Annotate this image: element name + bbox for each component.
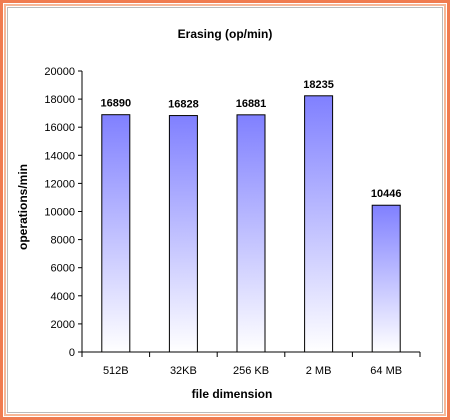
- x-tick-label: 64 MB: [370, 365, 402, 377]
- y-tick-label: 10000: [44, 207, 75, 219]
- x-axis-title: file dimension: [192, 387, 273, 401]
- x-tick-label: 512B: [103, 365, 129, 377]
- data-label: 18235: [303, 79, 334, 91]
- y-tick-label: 16000: [44, 122, 75, 134]
- x-tick-label: 2 MB: [306, 365, 332, 377]
- y-tick-label: 18000: [44, 94, 75, 106]
- y-tick-label: 4000: [51, 291, 75, 303]
- data-label: 16881: [236, 98, 267, 110]
- data-label: 16890: [101, 98, 132, 110]
- plot-area: 0 2000 4000 6000 8000 10000 12000 14000 16000 180…: [44, 66, 421, 377]
- y-tick-label: 14000: [44, 150, 75, 162]
- bar: [304, 95, 334, 353]
- y-tick-label: 12000: [44, 178, 75, 190]
- x-tick-label: 32KB: [170, 365, 197, 377]
- y-tick-label: 8000: [51, 235, 75, 247]
- y-tick-label: 2000: [51, 319, 75, 331]
- bar: [101, 114, 131, 353]
- y-tick-label: 6000: [51, 263, 75, 275]
- data-label: 16828: [168, 99, 199, 111]
- bar: [371, 204, 401, 353]
- bar: [168, 115, 198, 353]
- frame-inner-border: [4, 4, 446, 416]
- chart-title: Erasing (op/min): [178, 27, 273, 41]
- x-tick-label: 256 KB: [233, 365, 269, 377]
- y-axis-title: operations/min: [16, 164, 30, 250]
- y-tick-label: 20000: [44, 66, 75, 78]
- bar: [236, 114, 266, 353]
- y-tick-label: 0: [69, 347, 75, 359]
- frame-inner-line: [7, 7, 443, 413]
- data-label: 10446: [371, 188, 402, 200]
